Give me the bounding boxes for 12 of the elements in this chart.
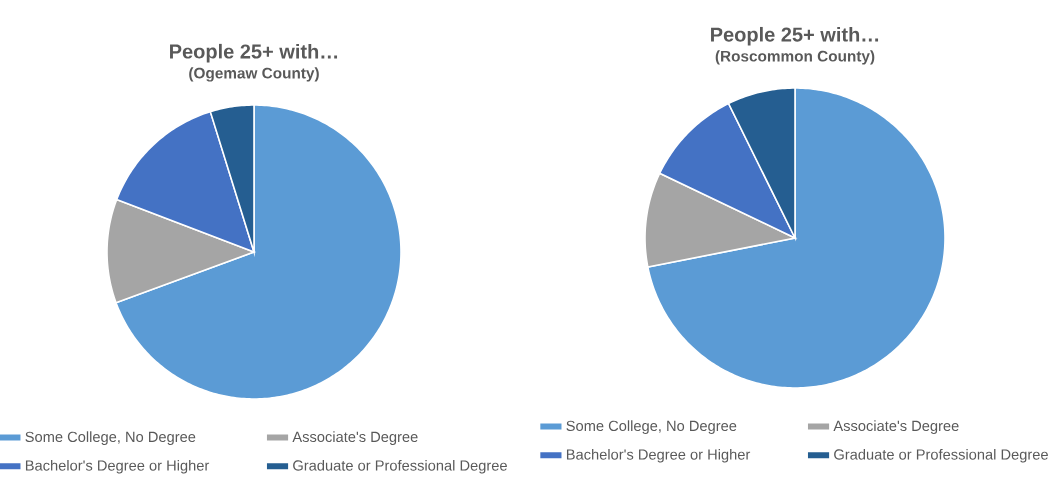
legend-label: Graduate or Professional Degree: [293, 459, 507, 474]
chart-title: People 25+ with…: [711, 26, 879, 46]
legend-label: Associate's Degree: [833, 420, 959, 434]
legend-label: Some College, No Degree: [566, 420, 737, 434]
chart-subtitle: (Ogemaw County): [189, 67, 319, 82]
legend-label: Bachelor's Degree or Higher: [25, 459, 210, 474]
legend-label: Bachelor's Degree or Higher: [566, 448, 751, 463]
legend-label: Associate's Degree: [292, 431, 418, 445]
chart-subtitle: (Roscommon County): [715, 50, 875, 65]
legend-label: Graduate or Professional Degree: [834, 448, 1048, 463]
chart-title: People 25+ with…: [170, 43, 338, 63]
legend-label: Some College, No Degree: [25, 431, 196, 445]
